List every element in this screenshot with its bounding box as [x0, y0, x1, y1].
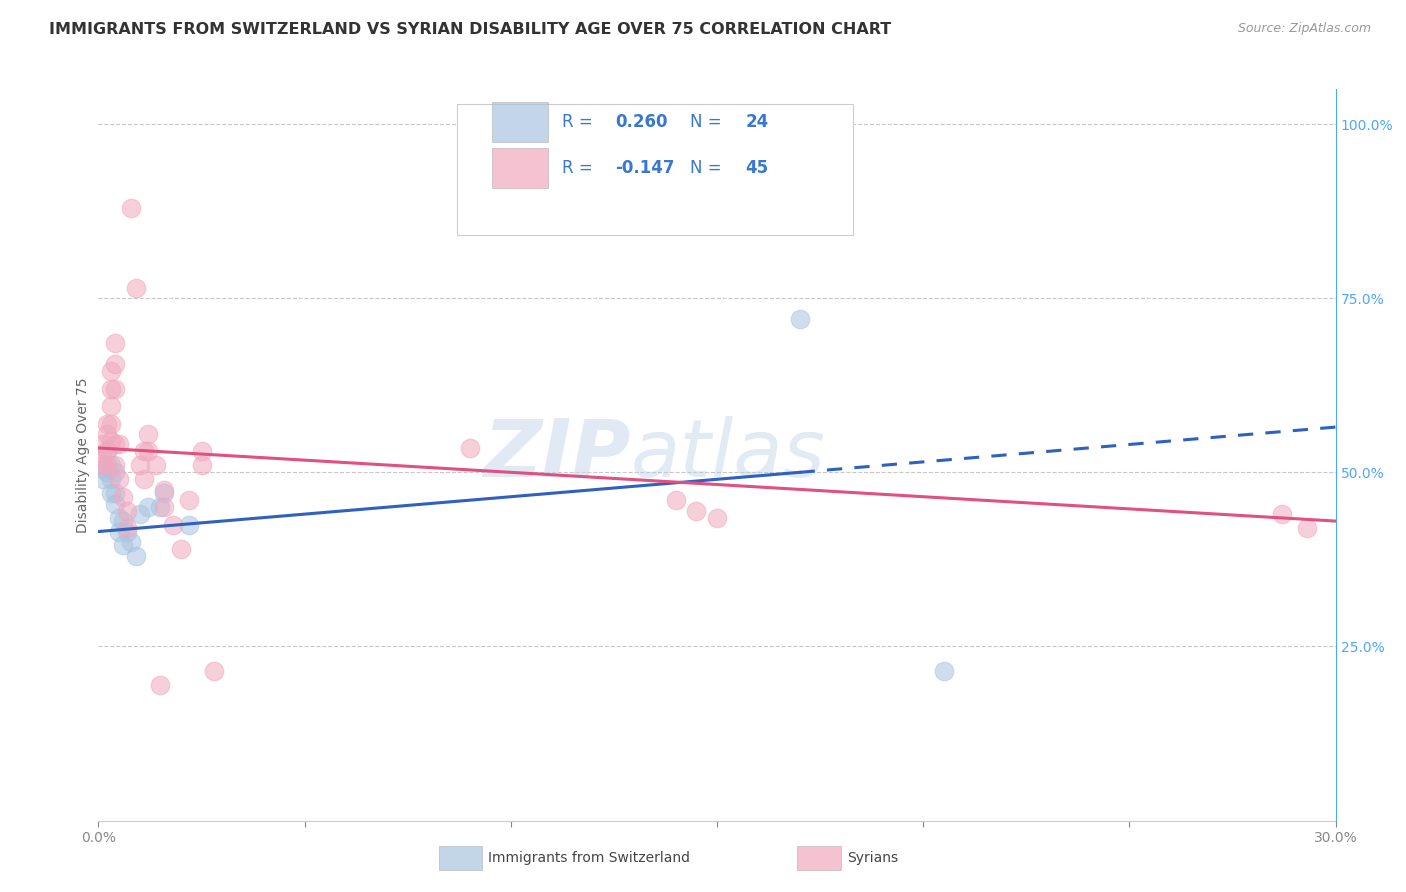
- Point: [190, 458, 212, 473]
- Point: [96, 458, 118, 473]
- Point: [104, 497, 127, 511]
- Point: [91, 458, 114, 473]
- Point: [117, 521, 139, 535]
- Point: [91, 472, 114, 486]
- Point: [104, 437, 127, 451]
- Point: [149, 500, 172, 515]
- Text: Syrians: Syrians: [846, 851, 898, 865]
- FancyBboxPatch shape: [439, 847, 482, 870]
- Point: [128, 458, 150, 473]
- Point: [124, 549, 146, 563]
- Point: [136, 427, 159, 442]
- Point: [100, 472, 122, 486]
- Point: [117, 524, 139, 539]
- Point: [91, 462, 114, 476]
- Point: [96, 417, 118, 431]
- Point: [179, 517, 201, 532]
- FancyBboxPatch shape: [797, 847, 841, 870]
- FancyBboxPatch shape: [492, 148, 547, 188]
- Point: [104, 336, 127, 351]
- Text: 45: 45: [745, 159, 769, 177]
- Y-axis label: Disability Age Over 75: Disability Age Over 75: [76, 377, 90, 533]
- Point: [170, 541, 193, 556]
- Point: [124, 281, 146, 295]
- Point: [108, 472, 131, 486]
- Text: IMMIGRANTS FROM SWITZERLAND VS SYRIAN DISABILITY AGE OVER 75 CORRELATION CHART: IMMIGRANTS FROM SWITZERLAND VS SYRIAN DI…: [49, 22, 891, 37]
- Point: [112, 539, 135, 553]
- Text: Immigrants from Switzerland: Immigrants from Switzerland: [488, 851, 690, 865]
- Point: [104, 357, 127, 371]
- Point: [108, 510, 131, 524]
- Point: [153, 486, 176, 500]
- Point: [104, 458, 127, 473]
- Point: [108, 437, 131, 451]
- Point: [120, 201, 142, 215]
- Point: [685, 503, 707, 517]
- Point: [132, 444, 155, 458]
- Point: [91, 451, 114, 466]
- Point: [665, 493, 688, 508]
- Point: [202, 664, 225, 678]
- Point: [100, 434, 122, 448]
- Point: [153, 483, 176, 497]
- Point: [100, 458, 122, 473]
- Point: [1295, 521, 1317, 535]
- Text: 0.260: 0.260: [616, 112, 668, 131]
- Point: [100, 417, 122, 431]
- Point: [128, 507, 150, 521]
- Point: [1271, 507, 1294, 521]
- Point: [104, 466, 127, 480]
- Point: [108, 524, 131, 539]
- Point: [136, 444, 159, 458]
- Text: N =: N =: [690, 159, 727, 177]
- Point: [96, 444, 118, 458]
- Point: [153, 500, 176, 515]
- Point: [96, 444, 118, 458]
- Text: R =: R =: [562, 112, 599, 131]
- Point: [145, 458, 167, 473]
- Point: [132, 472, 155, 486]
- Point: [706, 510, 728, 524]
- Point: [190, 444, 212, 458]
- Point: [96, 466, 118, 480]
- FancyBboxPatch shape: [492, 102, 547, 142]
- Point: [100, 364, 122, 378]
- Text: atlas: atlas: [630, 416, 825, 494]
- Point: [104, 382, 127, 396]
- Point: [100, 399, 122, 413]
- Point: [932, 664, 955, 678]
- Point: [136, 500, 159, 515]
- Point: [179, 493, 201, 508]
- Point: [117, 503, 139, 517]
- Point: [100, 382, 122, 396]
- Text: R =: R =: [562, 159, 599, 177]
- Point: [162, 517, 184, 532]
- Text: N =: N =: [690, 112, 727, 131]
- Text: ZIP: ZIP: [484, 416, 630, 494]
- Point: [104, 486, 127, 500]
- Point: [96, 427, 118, 442]
- Point: [458, 441, 481, 455]
- Text: 24: 24: [745, 112, 769, 131]
- FancyBboxPatch shape: [457, 103, 853, 235]
- Point: [789, 312, 811, 326]
- Point: [149, 678, 172, 692]
- Point: [112, 490, 135, 504]
- Text: -0.147: -0.147: [616, 159, 675, 177]
- Text: Source: ZipAtlas.com: Source: ZipAtlas.com: [1237, 22, 1371, 36]
- Point: [112, 514, 135, 528]
- Point: [120, 535, 142, 549]
- Point: [100, 486, 122, 500]
- Point: [91, 437, 114, 451]
